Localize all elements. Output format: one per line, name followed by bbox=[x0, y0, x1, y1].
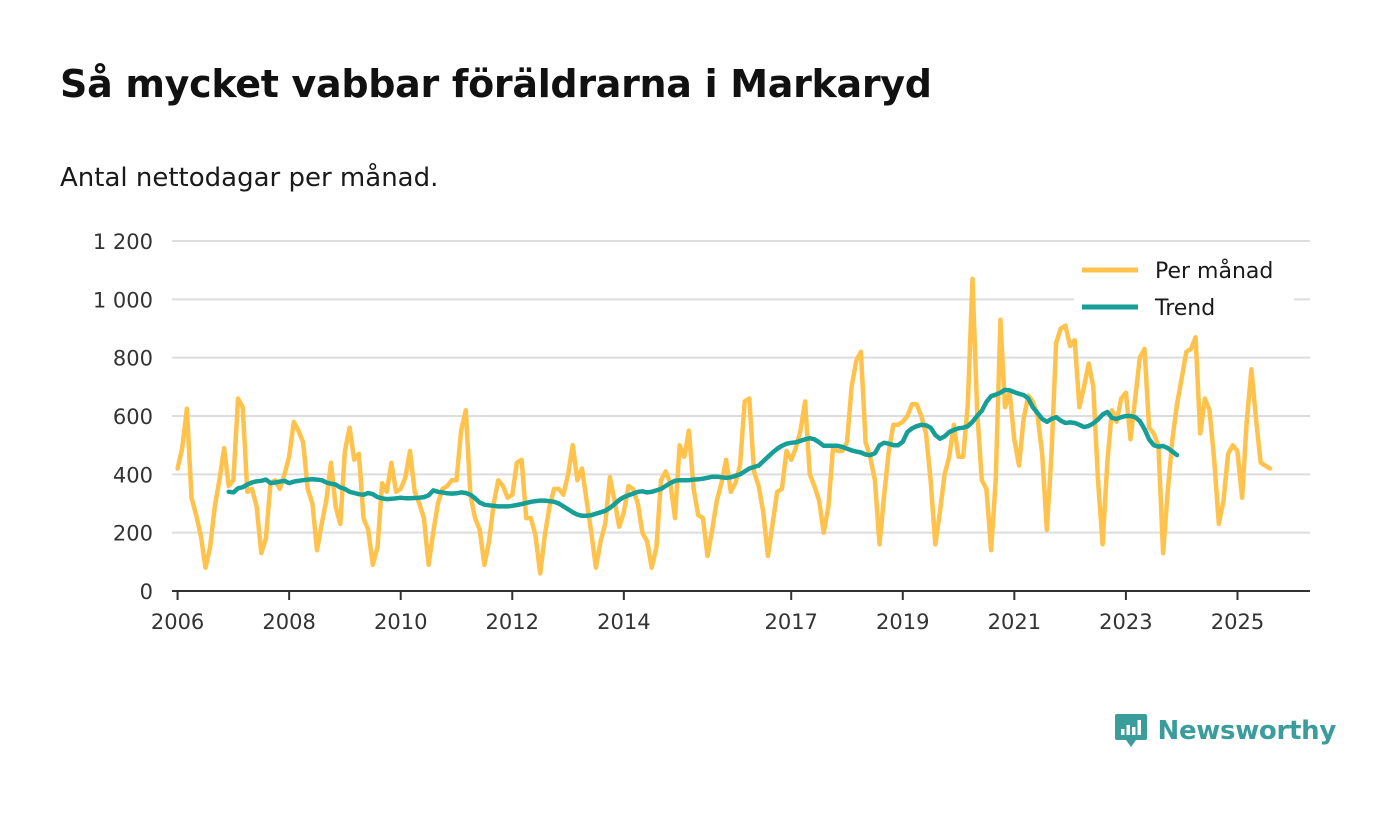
y-axis-ticks: 0 200 400 600 800 1 000 1 200 bbox=[93, 230, 153, 604]
y-tick-label: 600 bbox=[113, 405, 153, 429]
legend: Per månad Trend bbox=[1074, 250, 1294, 330]
legend-label: Per månad bbox=[1155, 258, 1273, 284]
brand-name: Newsworthy bbox=[1157, 716, 1337, 746]
y-tick-label: 800 bbox=[113, 347, 153, 371]
x-tick-label: 2008 bbox=[262, 610, 315, 634]
x-tick-label: 2017 bbox=[764, 610, 817, 634]
x-tick-label: 2006 bbox=[151, 610, 204, 634]
chart-subtitle: Antal nettodagar per månad. bbox=[60, 163, 439, 193]
x-tick-label: 2021 bbox=[988, 610, 1041, 634]
series-line-trend bbox=[226, 387, 1180, 519]
x-tick-label: 2010 bbox=[374, 610, 427, 634]
x-tick-label: 2025 bbox=[1211, 610, 1264, 634]
x-axis: 2006 2008 2010 2012 2014 2017 2019 2021 2023 2025 bbox=[151, 590, 1310, 634]
series-line-per-manad bbox=[175, 276, 1273, 576]
x-tick-label: 2023 bbox=[1099, 610, 1152, 634]
y-tick-label: 1 000 bbox=[93, 288, 153, 312]
line-chart: 0 200 400 600 800 1 000 1 200 2006 2008 2010 2012… bbox=[93, 230, 1310, 634]
y-tick-label: 1 200 bbox=[93, 230, 153, 254]
brand-footer: Newsworthy bbox=[1114, 712, 1336, 750]
series-lines bbox=[175, 276, 1273, 576]
legend-label: Trend bbox=[1154, 296, 1215, 321]
legend-background bbox=[1074, 250, 1294, 330]
y-tick-label: 400 bbox=[113, 463, 153, 487]
x-tick-label: 2014 bbox=[597, 610, 650, 634]
x-tick-label: 2019 bbox=[876, 610, 929, 634]
y-tick-label: 200 bbox=[113, 522, 153, 546]
newsworthy-logo-icon bbox=[1114, 714, 1147, 747]
y-tick-label: 0 bbox=[140, 580, 153, 604]
x-tick-label: 2012 bbox=[486, 610, 539, 634]
chart-title: Så mycket vabbar föräldrarna i Markaryd bbox=[60, 62, 932, 106]
